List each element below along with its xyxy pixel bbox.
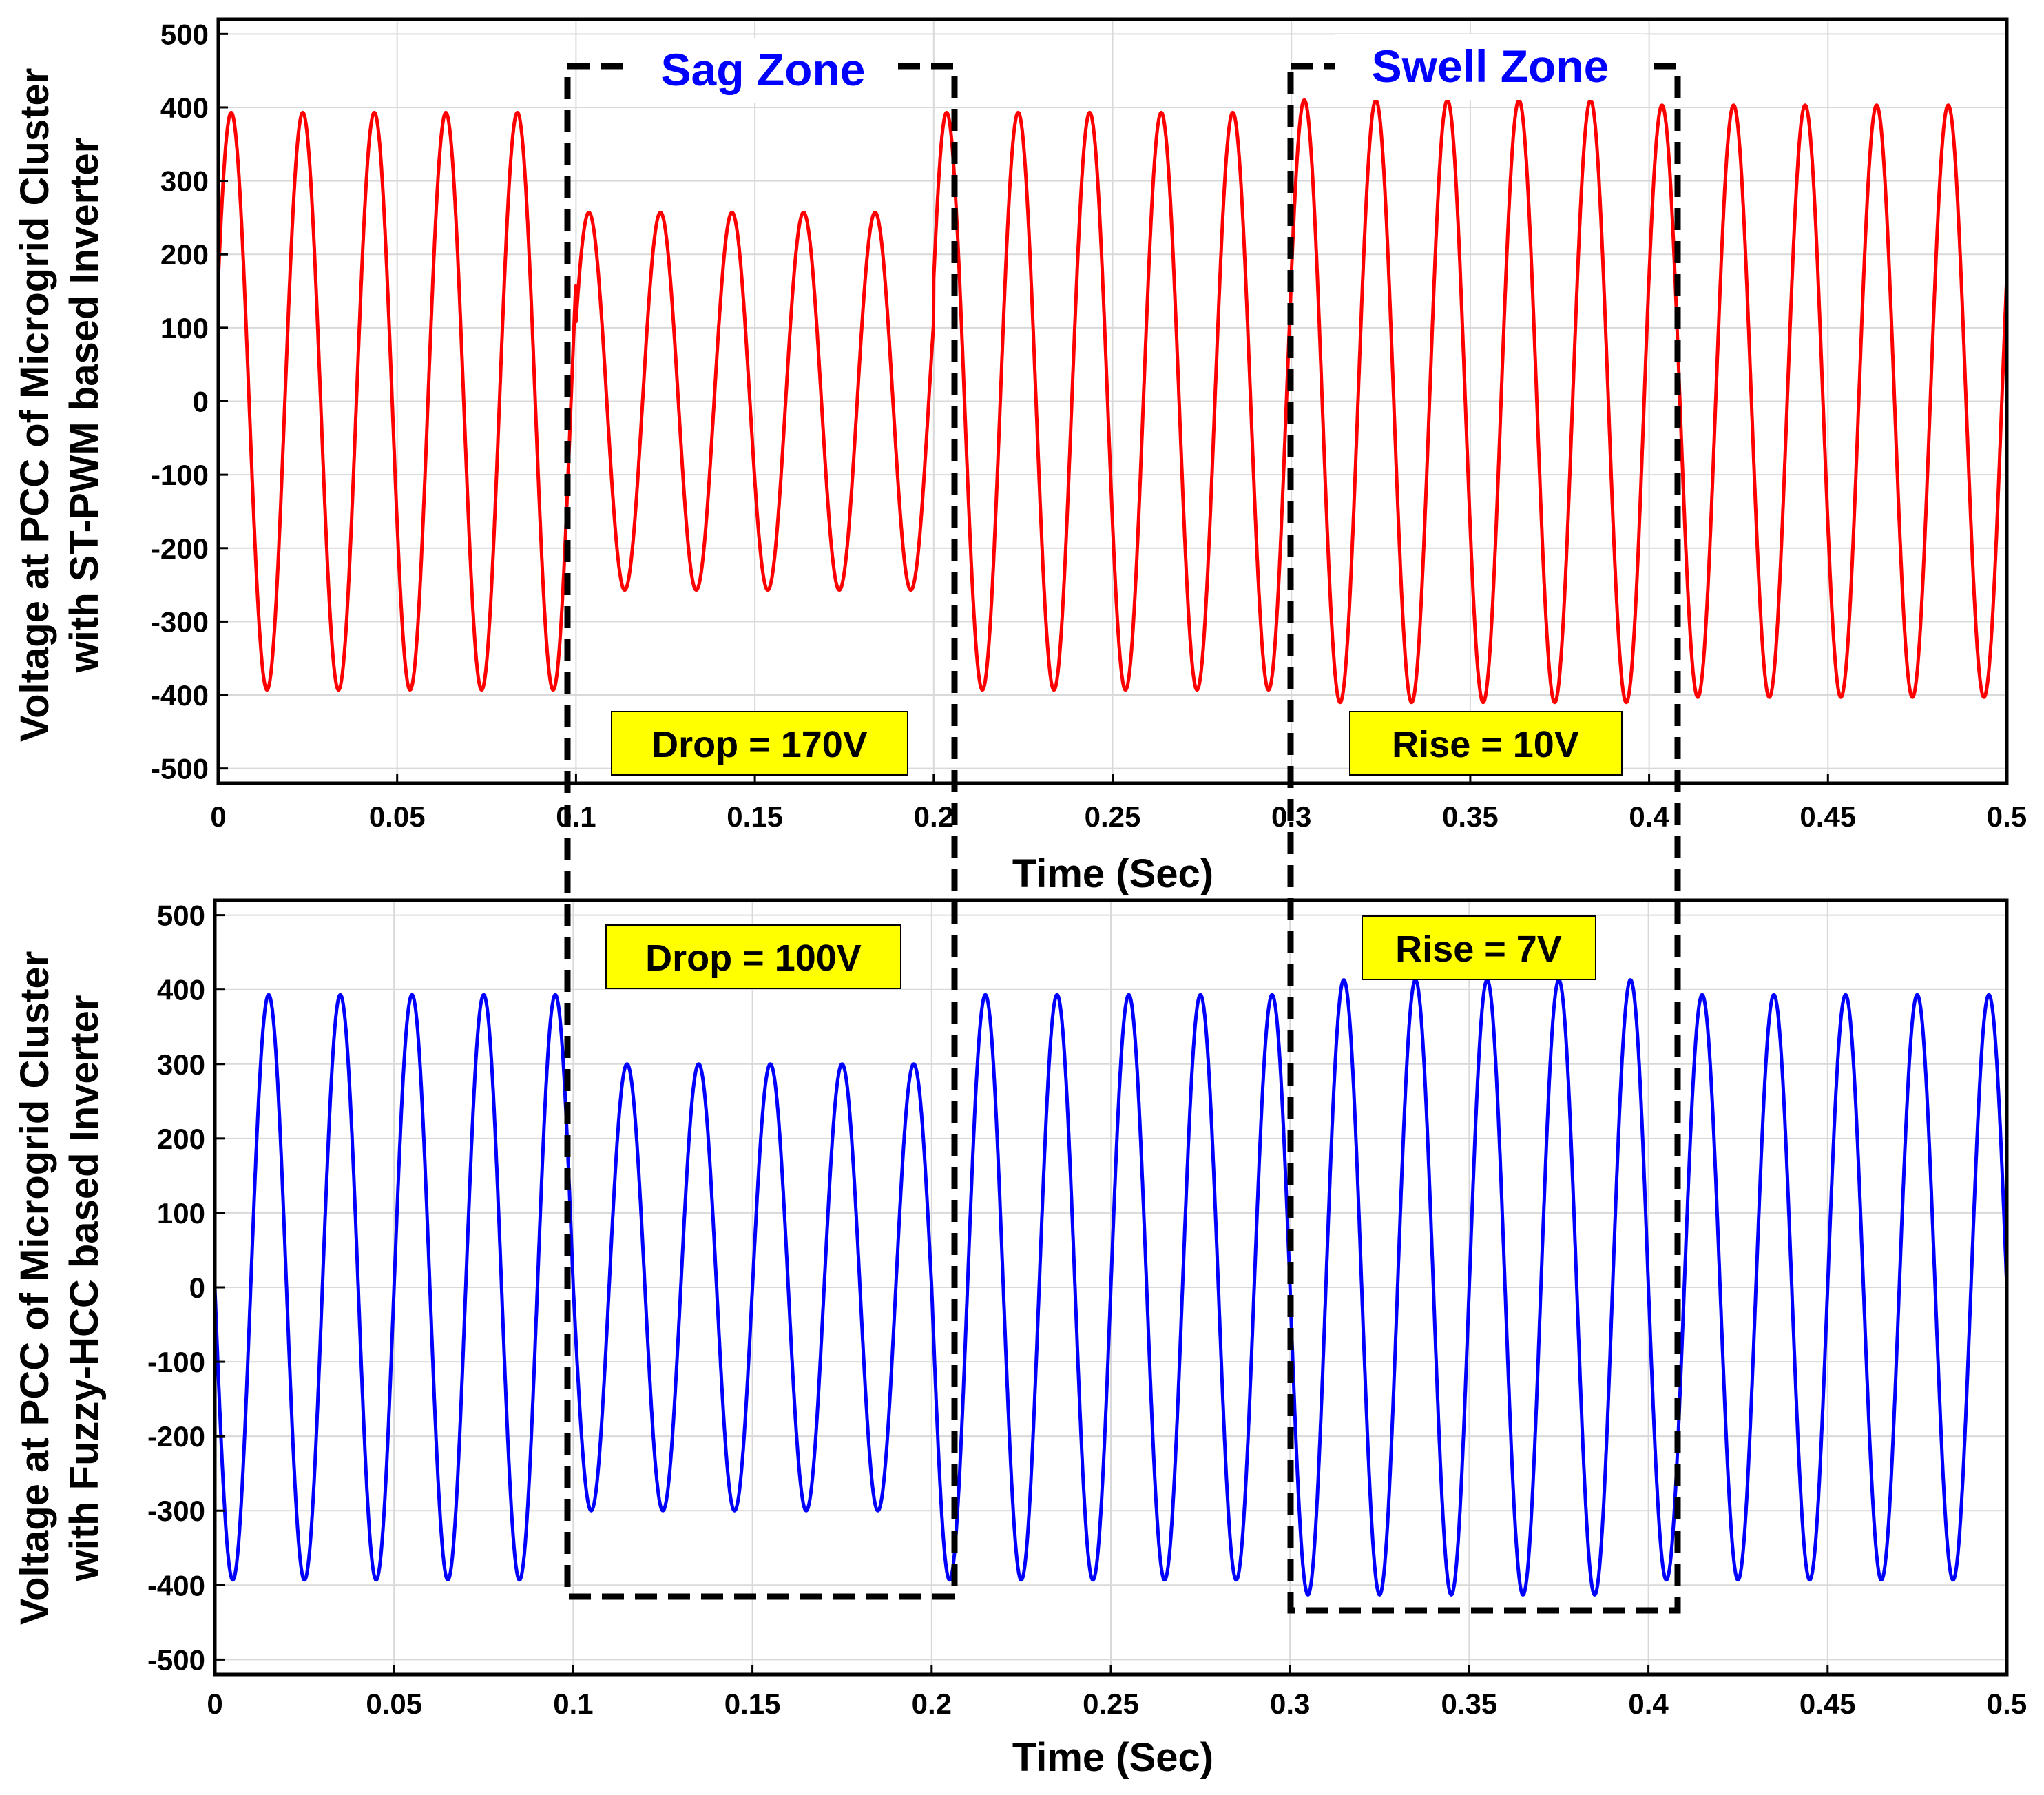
bottom-x-tick-label: 0.2 — [912, 1688, 952, 1720]
top-x-tick-label: 0.2 — [914, 800, 954, 833]
rise-annotation-top-box — [1349, 711, 1623, 776]
top-y-tick-label: -500 — [151, 753, 209, 785]
drop-annotation-bottom: Drop = 100V — [605, 924, 901, 989]
top-x-tick-label: 0.35 — [1442, 800, 1499, 833]
bottom-y-tick-label: -300 — [147, 1495, 205, 1527]
bottom-y-tick-label: -100 — [147, 1346, 205, 1378]
rise-annotation-bottom-text: Rise = 7V — [1395, 928, 1562, 970]
top-x-tick-label: 0.15 — [727, 800, 783, 833]
grid-layer — [214, 19, 2007, 1674]
top-y-tick-label: -300 — [151, 605, 209, 638]
top-y-tick-label: 200 — [160, 238, 209, 271]
top-y-axis-label-line-2: with ST-PWM based Inverter — [62, 138, 107, 674]
rise-annotation-top: Rise = 10V — [1349, 711, 1623, 776]
drop-annotation-bottom-box — [605, 924, 901, 989]
drop-annotation-top-box — [611, 711, 908, 776]
swell-zone-rect — [1287, 63, 1681, 1614]
bottom-x-tick-label: 0.3 — [1270, 1688, 1310, 1720]
top-x-tick-label: 0.1 — [556, 800, 596, 833]
top-y-tick-label: -400 — [151, 679, 209, 712]
bottom-series-fuzzy-hcc-line — [213, 978, 2009, 1597]
bottom-x-tick-label: 0.4 — [1628, 1688, 1669, 1720]
top-x-tick-label: 0.45 — [1800, 800, 1856, 833]
bottom-y-tick-label: 300 — [157, 1048, 205, 1081]
top-x-axis-label: Time (Sec) — [1012, 851, 1213, 896]
bottom-y-tick-label: -500 — [147, 1643, 205, 1676]
top-y-tick-label: 0 — [193, 386, 209, 418]
drop-annotation-bottom-text: Drop = 100V — [645, 937, 862, 979]
tick-layer: 0 0.05 0.1 0.15 0.2 0.25 0.3 0.35 0.4 0.45 0.5 -500… — [147, 18, 2027, 1720]
bottom-x-tick-label: 0.15 — [724, 1688, 781, 1720]
sag-zone-label: Sag Zone — [660, 44, 865, 95]
top-series-st-pwm-line — [216, 98, 2009, 705]
bottom-x-tick-label: 0 — [207, 1688, 222, 1720]
bottom-y-tick-label: -400 — [147, 1569, 205, 1601]
drop-annotation-top: Drop = 170V — [611, 711, 908, 776]
bottom-x-tick-label: 0.45 — [1800, 1688, 1856, 1720]
bottom-y-axis-label-line-1: Voltage at PCC of Microgrid Cluster — [12, 951, 57, 1626]
bottom-y-tick-label: 200 — [157, 1123, 205, 1155]
top-x-tick-label: 0.25 — [1085, 800, 1141, 833]
bottom-x-tick-label: 0.1 — [553, 1688, 593, 1720]
rise-annotation-top-text: Rise = 10V — [1392, 724, 1579, 765]
top-y-tick-label: 300 — [160, 165, 209, 198]
zone-layer: Sag Zone Swell Zone — [564, 34, 1681, 1614]
top-y-tick-label: -200 — [151, 532, 209, 565]
top-x-tick-label: 0.4 — [1629, 800, 1669, 833]
top-y-tick-label: -100 — [151, 459, 209, 491]
rise-annotation-bottom-box — [1362, 915, 1596, 980]
top-x-tick-label: 0.5 — [1987, 800, 2027, 833]
top-y-axis-label-line-1: Voltage at PCC of Microgrid Cluster — [12, 68, 57, 743]
bottom-x-tick-label: 0.05 — [366, 1688, 422, 1720]
sag-zone-label-bg — [632, 38, 894, 103]
bottom-x-axis-label: Time (Sec) — [1012, 1735, 1213, 1780]
bottom-y-tick-label: 100 — [157, 1197, 205, 1229]
bottom-y-tick-label: 0 — [189, 1272, 205, 1304]
top-x-tick-label: 0 — [210, 800, 226, 833]
bottom-x-tick-label: 0.5 — [1987, 1688, 2027, 1720]
series-layer — [213, 98, 2009, 1597]
top-x-tick-label: 0.05 — [369, 800, 426, 833]
top-y-tick-label: 500 — [160, 18, 209, 50]
top-y-tick-label: 400 — [160, 92, 209, 124]
swell-zone-label-bg — [1335, 34, 1646, 100]
swell-zone-label: Swell Zone — [1372, 41, 1609, 92]
drop-annotation-top-text: Drop = 170V — [651, 724, 868, 765]
bottom-y-tick-label: -200 — [147, 1420, 205, 1453]
bottom-x-tick-label: 0.35 — [1441, 1688, 1498, 1720]
bottom-y-tick-label: 500 — [157, 900, 205, 932]
top-y-tick-label: 100 — [160, 312, 209, 344]
bottom-y-axis-label-line-2: with Fuzzy-HCC based Inverter — [62, 995, 107, 1582]
bottom-y-tick-label: 400 — [157, 974, 205, 1006]
rise-annotation-bottom: Rise = 7V — [1362, 915, 1596, 980]
bottom-x-tick-label: 0.25 — [1083, 1688, 1139, 1720]
